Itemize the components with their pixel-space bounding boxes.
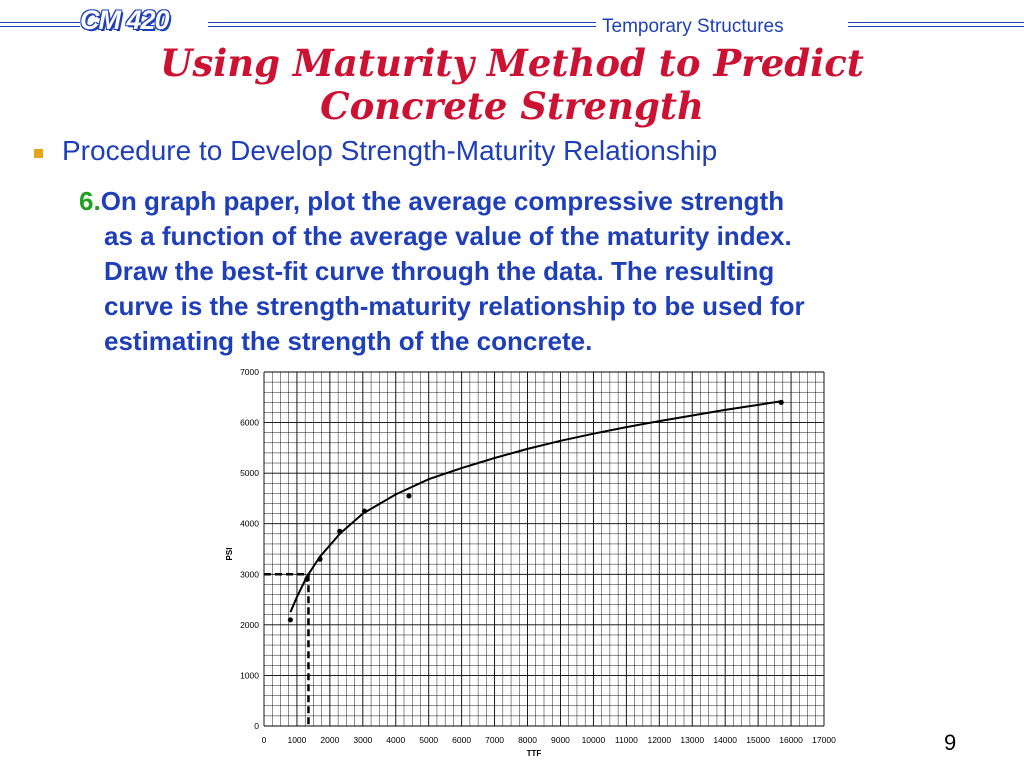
data-point (406, 493, 412, 499)
step-line: Draw the best-fit curve through the data… (104, 256, 775, 286)
slide-title: Using Maturity Method to Predict Concret… (60, 42, 964, 128)
data-point (317, 556, 323, 562)
y-tick-label: 7000 (240, 367, 259, 377)
step-paragraph: 6.On graph paper, plot the average compr… (79, 184, 994, 359)
y-tick-label: 2000 (240, 620, 259, 630)
header-rule-left (0, 21, 80, 28)
y-tick-label: 6000 (240, 418, 259, 428)
step-number: 6. (79, 186, 101, 216)
strength-maturity-chart: 0 1000 2000 3000 4000 5000 6000 7000 8000 9000 100… (225, 367, 836, 758)
header-rule-right (848, 21, 1024, 28)
x-tick-label: 17000 (812, 735, 836, 745)
x-axis-label: TTF (527, 749, 542, 758)
y-tick-label: 5000 (240, 468, 259, 478)
course-badge: CM 420 (80, 5, 170, 35)
grid-lines (263, 371, 825, 727)
data-point (304, 576, 310, 582)
x-tick-label: 16000 (779, 735, 803, 745)
x-tick-label: 12000 (647, 735, 671, 745)
y-tick-label: 4000 (240, 519, 259, 529)
data-point (361, 508, 368, 514)
y-axis-label: PSI (225, 548, 234, 561)
data-point (337, 528, 343, 534)
x-tick-label: 4000 (386, 735, 405, 745)
y-tick-label: 1000 (240, 670, 259, 680)
slide-title-line: Using Maturity Method to Predict (160, 41, 864, 85)
x-tick-label: 8000 (518, 735, 537, 745)
x-tick-label: 11000 (615, 735, 638, 745)
data-point (287, 617, 293, 623)
x-tick-label: 15000 (746, 735, 770, 745)
step-line: On graph paper, plot the average compres… (100, 186, 785, 216)
tick-labels: 0 1000 2000 3000 4000 5000 6000 7000 8000 9000 100… (240, 367, 836, 745)
x-tick-label: 10000 (582, 735, 606, 745)
header-rule-middle (208, 21, 596, 28)
y-tick-label: 3000 (240, 569, 259, 579)
x-tick-label: 5000 (419, 735, 438, 745)
x-tick-label: 7000 (485, 735, 504, 745)
x-tick-label: 13000 (680, 735, 704, 745)
page-number: 9 (944, 730, 957, 755)
x-tick-label: 9000 (551, 735, 570, 745)
bullet-marker (34, 149, 43, 158)
x-tick-label: 0 (262, 735, 267, 745)
x-tick-label: 14000 (713, 735, 737, 745)
course-subject: Temporary Structures (602, 16, 784, 37)
chart-marks (264, 399, 784, 726)
x-tick-label: 1000 (287, 735, 306, 745)
slide-title-line: Concrete Strength (320, 84, 704, 128)
data-point (778, 399, 784, 405)
step-line: curve is the strength-maturity relations… (104, 291, 805, 321)
x-tick-label: 3000 (353, 735, 372, 745)
x-tick-label: 2000 (320, 735, 339, 745)
step-line: as a function of the average value of th… (104, 221, 792, 251)
y-tick-label: 0 (254, 721, 259, 731)
bullet-text: Procedure to Develop Strength-Maturity R… (62, 135, 718, 166)
step-line: estimating the strength of the concrete. (104, 326, 593, 356)
x-tick-label: 6000 (452, 735, 471, 745)
